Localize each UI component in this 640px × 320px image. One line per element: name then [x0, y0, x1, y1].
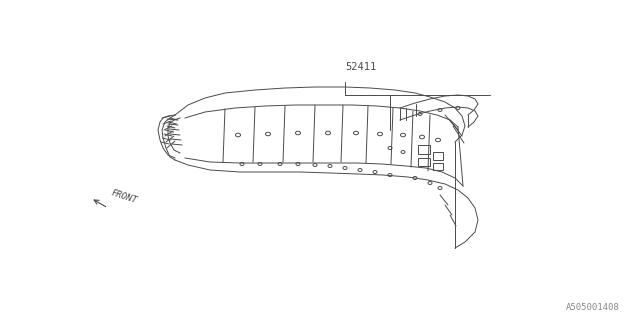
Text: A505001408: A505001408: [566, 303, 620, 312]
Bar: [433, 152, 443, 160]
Bar: [433, 163, 443, 170]
Bar: [418, 158, 430, 166]
Text: 52411: 52411: [345, 62, 376, 72]
Text: FRONT: FRONT: [110, 188, 138, 205]
Bar: [418, 145, 430, 154]
